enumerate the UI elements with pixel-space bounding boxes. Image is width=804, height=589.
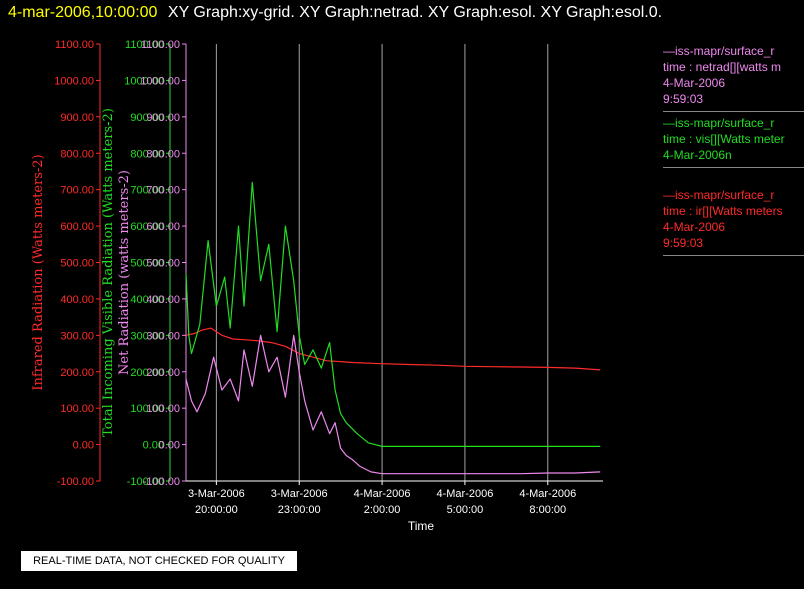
x-tick-label-date: 4-Mar-2006: [354, 488, 411, 500]
legend-line: 4-Mar-2006: [663, 220, 726, 234]
y-tick-label: 500.00: [60, 258, 94, 270]
legend-separator: [663, 111, 804, 112]
x-tick-label-time: 2:00:00: [364, 504, 401, 516]
legend-line: time : netrad[][watts m: [663, 60, 782, 74]
y-tick-label: 700.00: [130, 185, 164, 197]
quality-note: REAL-TIME DATA, NOT CHECKED FOR QUALITY: [21, 551, 297, 571]
y-axis-title: Net Radiation (watts meters-2): [117, 170, 132, 375]
y-tick-label: 0.00: [159, 440, 180, 452]
x-tick-label-time: 8:00:00: [529, 504, 566, 516]
y-tick-label: 200.00: [130, 367, 164, 379]
legend-separator: [663, 167, 804, 168]
y-tick-label: 400.00: [60, 294, 94, 306]
y-tick-label: 400.00: [130, 294, 164, 306]
y-tick-label: 1000.00: [54, 75, 94, 87]
y-tick-label: 500.00: [130, 258, 164, 270]
y-tick-label: 200.00: [146, 367, 180, 379]
y-tick-label: 600.00: [60, 221, 94, 233]
y-tick-label: 300.00: [130, 330, 164, 342]
legend-line: time : ir[][Watts meters: [663, 204, 783, 218]
y-tick-label: 100.00: [60, 403, 94, 415]
y-tick-label: 600.00: [146, 221, 180, 233]
y-tick-label: 800.00: [146, 148, 180, 160]
header-timestamp: 4-mar-2006,10:00:00: [8, 4, 158, 21]
legend-separator: [663, 255, 804, 256]
y-tick-label: 400.00: [146, 294, 180, 306]
y-tick-label: 500.00: [146, 258, 180, 270]
x-tick-label-date: 3-Mar-2006: [271, 488, 328, 500]
y-tick-label: 300.00: [146, 330, 180, 342]
y-tick-label: 100.00: [146, 403, 180, 415]
legend-line: 9:59:03: [663, 236, 704, 250]
y-tick-label: 200.00: [60, 367, 94, 379]
x-tick-label-date: 4-Mar-2006: [436, 488, 493, 500]
y-tick-label: 300.00: [60, 330, 94, 342]
y-tick-label: 0.00: [73, 440, 94, 452]
y-tick-label: 1100.00: [125, 39, 164, 51]
y-tick-label: 800.00: [60, 148, 94, 160]
y-tick-label: 100.00: [130, 403, 164, 415]
x-tick-label-time: 5:00:00: [447, 504, 484, 516]
y-tick-label: 600.00: [130, 221, 164, 233]
legend-line: time : vis[][Watts meter: [663, 132, 785, 146]
y-tick-label: 900.00: [146, 112, 180, 124]
series-line-vis: [185, 181, 601, 447]
legend-line: 4-Mar-2006n: [663, 148, 732, 162]
legend-line: —iss-mapr/surface_r: [663, 44, 775, 58]
y-tick-label: -100.00: [143, 476, 180, 488]
legend-line: —iss-mapr/surface_r: [663, 116, 775, 130]
y-tick-label: -100.00: [127, 476, 164, 488]
x-tick-label-date: 3-Mar-2006: [188, 488, 245, 500]
y-axis-title: Infrared Radiation (Watts meters-2): [31, 154, 46, 390]
y-axis-title: Total Incoming Visible Radiation (Watts …: [101, 108, 116, 437]
x-tick-label-time: 23:00:00: [278, 504, 321, 516]
y-tick-label: 1100.00: [55, 39, 94, 51]
y-tick-label: 700.00: [60, 185, 94, 197]
legend-line: 4-Mar-2006: [663, 76, 726, 90]
y-tick-label: 1000.00: [140, 75, 180, 87]
y-tick-label: 900.00: [60, 112, 94, 124]
y-tick-label: 700.00: [146, 185, 180, 197]
y-tick-label: 1100.00: [141, 39, 180, 51]
y-tick-label: 800.00: [130, 148, 164, 160]
y-tick-label: 0.00: [143, 440, 164, 452]
chart-header: 4-mar-2006,10:00:00 XY Graph:xy-grid. XY…: [8, 4, 662, 22]
header-titles: XY Graph:xy-grid. XY Graph:netrad. XY Gr…: [167, 4, 663, 21]
legend-line: —iss-mapr/surface_r: [663, 188, 775, 202]
y-tick-label: 900.00: [130, 112, 164, 124]
x-tick-label-date: 4-Mar-2006: [519, 488, 576, 500]
x-axis-title: Time: [408, 519, 435, 533]
y-tick-label: 1000.00: [124, 75, 164, 87]
series-line-ir: [185, 327, 601, 371]
legend-line: 9:59:03: [663, 92, 704, 106]
series-line-netrad: [185, 334, 601, 475]
x-tick-label-time: 20:00:00: [195, 504, 238, 516]
y-tick-label: -100.00: [57, 476, 94, 488]
